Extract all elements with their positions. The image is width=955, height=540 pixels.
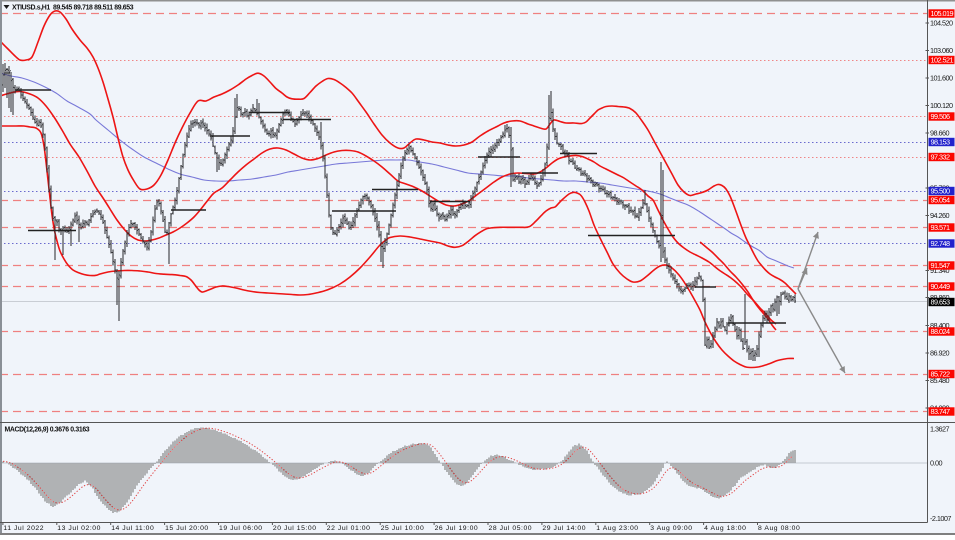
svg-text:98.660: 98.660: [930, 129, 950, 138]
svg-text:1 Aug 23:00: 1 Aug 23:00: [596, 525, 638, 532]
svg-text:-2.1007: -2.1007: [930, 514, 951, 523]
svg-text:95.500: 95.500: [931, 187, 951, 196]
svg-text:91.547: 91.547: [931, 261, 951, 270]
svg-text:91.340: 91.340: [930, 266, 950, 275]
svg-text:103.060: 103.060: [930, 46, 953, 55]
svg-text:11 Jul 2022: 11 Jul 2022: [3, 525, 44, 532]
svg-text:20 Jul 15:00: 20 Jul 15:00: [273, 525, 317, 532]
svg-text:98.153: 98.153: [931, 138, 951, 147]
svg-text:105.019: 105.019: [931, 9, 954, 18]
svg-text:101.600: 101.600: [930, 74, 953, 83]
svg-text:104.520: 104.520: [930, 19, 953, 28]
svg-text:94.260: 94.260: [930, 211, 950, 220]
svg-text:88.400: 88.400: [930, 321, 950, 330]
svg-text:3 Aug 09:00: 3 Aug 09:00: [650, 525, 692, 532]
svg-text:4 Aug 18:00: 4 Aug 18:00: [704, 525, 746, 532]
svg-text:25 Jul 10:00: 25 Jul 10:00: [381, 525, 425, 532]
svg-text:22 Jul 01:00: 22 Jul 01:00: [327, 525, 371, 532]
svg-text:92.748: 92.748: [931, 239, 951, 248]
svg-text:19 Jul 06:00: 19 Jul 06:00: [219, 525, 263, 532]
svg-text:XTIUSD.s,H1 89.545 89.718 89.: XTIUSD.s,H1 89.545 89.718 89.511 89.653: [12, 4, 134, 11]
svg-text:93.571: 93.571: [931, 223, 951, 232]
svg-text:86.920: 86.920: [930, 349, 950, 358]
svg-text:0.00: 0.00: [930, 459, 942, 468]
svg-text:102.521: 102.521: [931, 56, 954, 65]
svg-text:90.449: 90.449: [931, 282, 951, 291]
svg-text:29 Jul 14:00: 29 Jul 14:00: [542, 525, 586, 532]
svg-text:88.024: 88.024: [931, 327, 951, 336]
svg-text:97.332: 97.332: [931, 153, 951, 162]
svg-text:89.860: 89.860: [930, 293, 950, 302]
svg-text:15 Jul 20:00: 15 Jul 20:00: [165, 525, 209, 532]
svg-text:MACD(12,26,9) 0.3676 0.3163: MACD(12,26,9) 0.3676 0.3163: [5, 427, 90, 434]
svg-text:28 Jul 05:00: 28 Jul 05:00: [489, 525, 533, 532]
svg-text:85.480: 85.480: [930, 376, 950, 385]
svg-text:1.3627: 1.3627: [930, 425, 950, 434]
svg-text:89.653: 89.653: [931, 298, 951, 307]
svg-text:100.120: 100.120: [930, 101, 953, 110]
svg-text:14 Jul 11:00: 14 Jul 11:00: [111, 525, 154, 532]
svg-text:99.506: 99.506: [931, 112, 951, 121]
svg-text:85.722: 85.722: [931, 370, 951, 379]
svg-text:95.054: 95.054: [931, 196, 951, 205]
svg-text:8 Aug 08:00: 8 Aug 08:00: [758, 525, 800, 532]
svg-text:26 Jul 19:00: 26 Jul 19:00: [435, 525, 479, 532]
svg-text:83.747: 83.747: [931, 407, 951, 416]
svg-text:13 Jul 02:00: 13 Jul 02:00: [57, 525, 101, 532]
